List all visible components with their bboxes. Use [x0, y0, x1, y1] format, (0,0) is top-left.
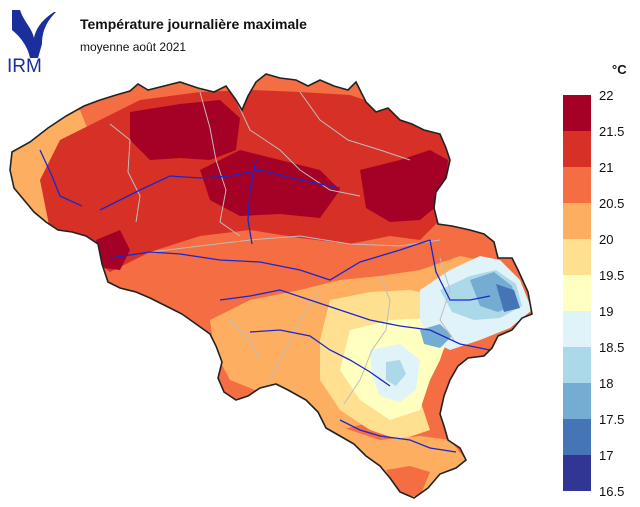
map-subtitle: moyenne août 2021	[80, 40, 187, 54]
legend-tick-label: 20.5	[599, 196, 625, 211]
map-title: Température journalière maximale	[80, 16, 307, 32]
legend-swatch	[563, 95, 591, 131]
legend-tick-label: 21	[599, 160, 614, 175]
legend-swatch	[563, 203, 591, 239]
logo-text: IRM	[7, 56, 42, 74]
legend-tick-label: 22	[599, 88, 614, 103]
irm-logo: IRM	[7, 10, 56, 74]
legend-swatch	[563, 131, 591, 167]
legend-swatch	[563, 167, 591, 203]
legend-tick-label: 18.5	[599, 340, 625, 355]
legend-swatch	[563, 275, 591, 311]
legend-tick-label: 17	[599, 448, 614, 463]
legend-tick-label: 21.5	[599, 124, 625, 139]
belgium-map	[9, 73, 533, 499]
legend-swatch	[563, 347, 591, 383]
legend-swatch	[563, 419, 591, 455]
legend-swatch	[563, 455, 591, 491]
legend-tick-label: 19	[599, 304, 614, 319]
legend-unit: °C	[612, 62, 627, 77]
legend-tick-label: 16.5	[599, 484, 625, 499]
logo-emblem	[12, 10, 56, 58]
legend-color-bar	[563, 95, 591, 492]
legend-swatch	[563, 239, 591, 275]
legend-tick-label: 18	[599, 376, 614, 391]
legend-tick-label: 17.5	[599, 412, 625, 427]
legend-swatch	[563, 311, 591, 347]
legend-tick-label: 19.5	[599, 268, 625, 283]
legend-tick-label: 20	[599, 232, 614, 247]
legend-swatch	[563, 383, 591, 419]
